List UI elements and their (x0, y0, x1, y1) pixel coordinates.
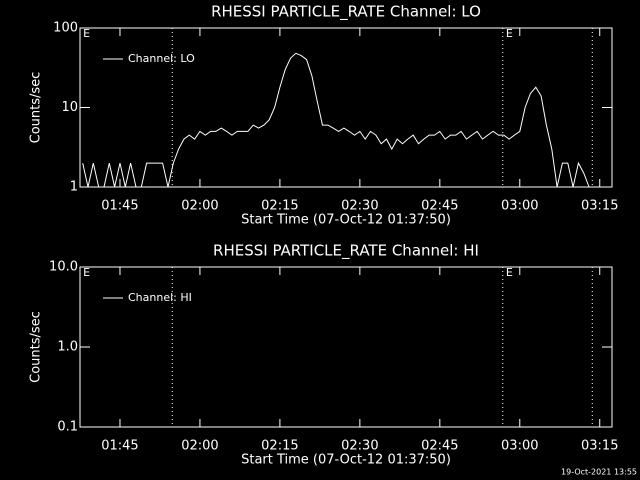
x-axis-label: Start Time (07-Oct-12 01:37:50) (241, 213, 451, 228)
x-tick-label: 03:15 (581, 199, 618, 214)
y-tick-label: 1.0 (57, 340, 78, 355)
y-axis-label: Counts/sec (29, 72, 44, 144)
x-tick-label: 01:45 (101, 199, 138, 214)
x-axis-label: Start Time (07-Oct-12 01:37:50) (241, 453, 451, 468)
marker-label: E (506, 27, 513, 40)
x-tick-label: 03:15 (581, 439, 618, 454)
chart-title: RHESSI PARTICLE_RATE Channel: HI (213, 242, 479, 261)
footer: 19-Oct-2021 13:55 (561, 468, 637, 477)
x-tick-label: 02:15 (261, 199, 298, 214)
marker-label: E (506, 266, 513, 279)
x-tick-label: 03:00 (501, 439, 538, 454)
y-axis-label: Counts/sec (29, 311, 44, 383)
x-tick-label: 02:30 (341, 199, 378, 214)
y-tick-label: 0.1 (57, 420, 78, 435)
chart-title: RHESSI PARTICLE_RATE Channel: LO (211, 3, 481, 22)
y-tick-label: 1 (70, 180, 78, 195)
series-line (82, 52, 590, 188)
x-tick-label: 01:45 (101, 439, 138, 454)
legend-label: Channel: LO (128, 52, 195, 65)
legend-label: Channel: HI (128, 291, 192, 304)
x-tick-label: 02:00 (181, 439, 218, 454)
marker-label: E (83, 266, 90, 279)
x-tick-label: 02:30 (341, 439, 378, 454)
x-tick-label: 02:45 (421, 439, 458, 454)
marker-label: E (83, 27, 90, 40)
x-tick-label: 03:00 (501, 199, 538, 214)
x-tick-label: 02:45 (421, 199, 458, 214)
y-tick-label: 10 (61, 100, 78, 115)
x-tick-label: 02:15 (261, 439, 298, 454)
y-tick-label: 10.0 (49, 260, 78, 275)
y-tick-label: 100 (53, 21, 78, 36)
x-tick-label: 02:00 (181, 199, 218, 214)
